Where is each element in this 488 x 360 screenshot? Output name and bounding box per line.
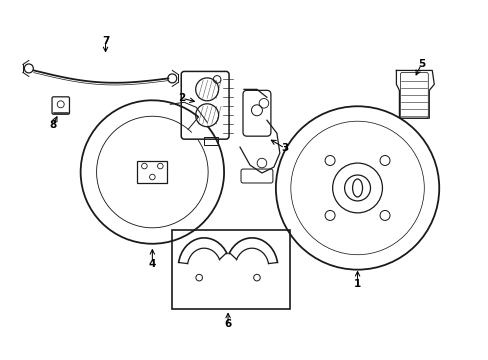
- Text: 6: 6: [224, 319, 231, 329]
- Bar: [137, 161, 167, 183]
- Text: 5: 5: [417, 59, 424, 69]
- Text: 4: 4: [148, 259, 156, 269]
- Text: 1: 1: [353, 279, 361, 289]
- Text: 3: 3: [281, 143, 288, 153]
- Text: 2: 2: [178, 93, 185, 103]
- Text: 8: 8: [49, 120, 56, 130]
- Bar: [172, 230, 289, 310]
- Text: 7: 7: [102, 36, 109, 46]
- Bar: [203, 137, 218, 145]
